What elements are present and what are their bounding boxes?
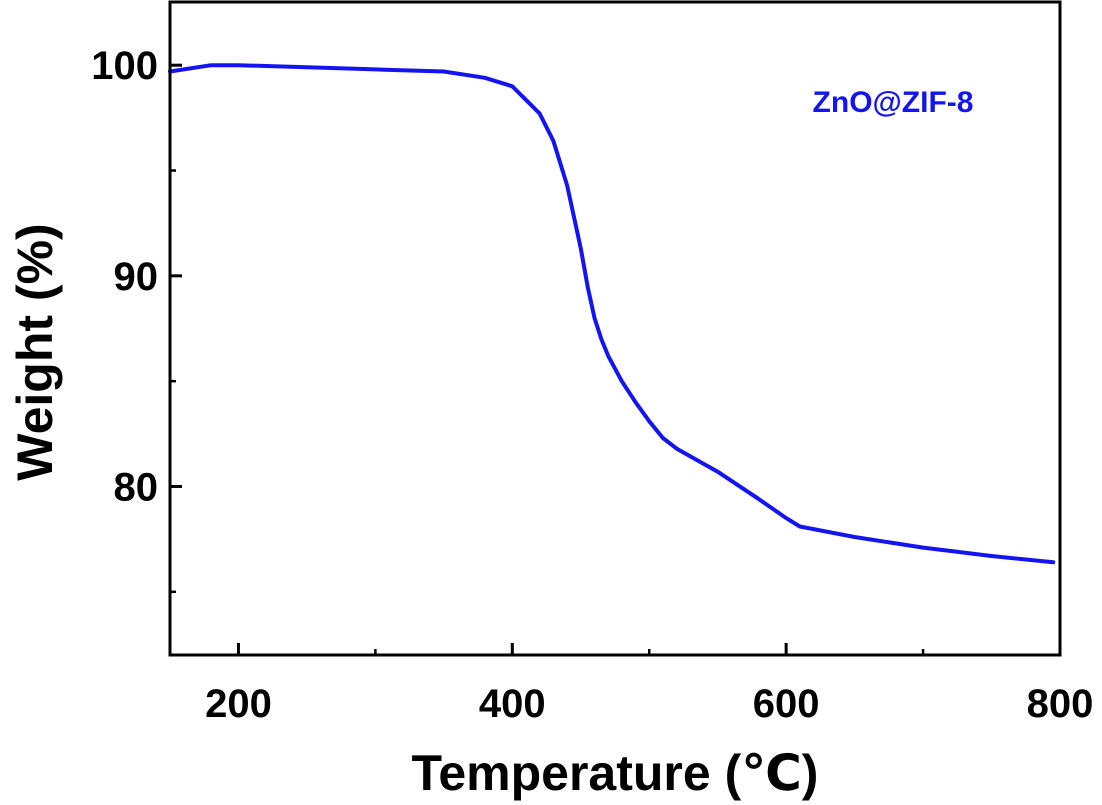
legend-series-label: ZnO@ZIF-8 [813, 86, 974, 119]
x-tick-label: 800 [1027, 682, 1094, 726]
series-line-0 [168, 63, 1056, 565]
y-tick-label: 90 [114, 255, 159, 299]
y-tick-label: 80 [114, 465, 159, 509]
x-tick-label: 600 [753, 682, 820, 726]
plot-frame [168, 0, 1062, 657]
x-axis-title: Temperature (℃) [412, 745, 819, 801]
tick-labels-layer: 200 400 600 800 80 90 100 [91, 44, 1093, 726]
series-layer [168, 63, 1056, 565]
y-axis-title: Weight (%) [7, 223, 63, 480]
y-tick-label: 100 [91, 44, 158, 88]
x-tick-label: 400 [479, 682, 546, 726]
x-tick-label: 200 [205, 682, 272, 726]
ticks-layer [170, 63, 1062, 655]
